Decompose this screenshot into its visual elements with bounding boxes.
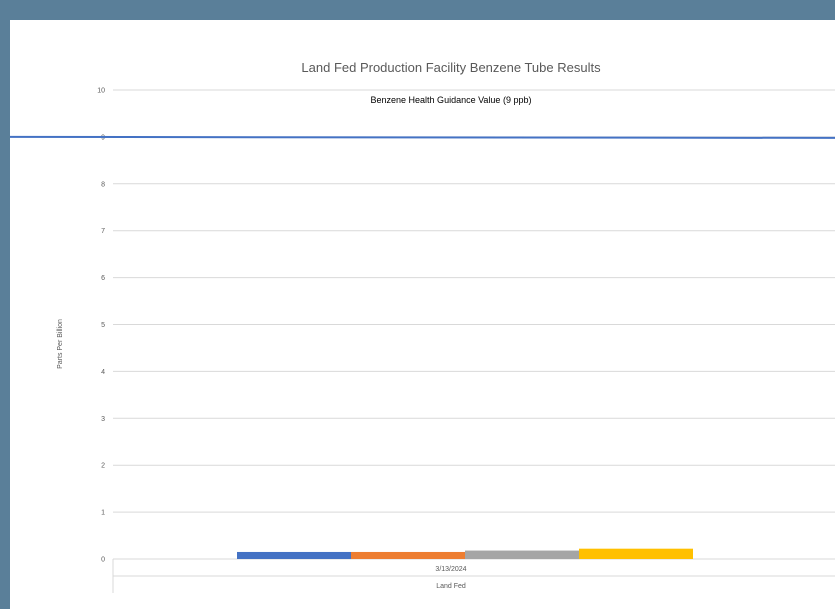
y-tick-6: 6	[101, 275, 105, 282]
y-axis-title: Parts Per Billion	[57, 319, 64, 369]
x-axis	[112, 559, 835, 593]
x-category-date: 3/13/2024	[435, 566, 466, 573]
y-tick-3: 3	[101, 416, 105, 423]
y-tick-7: 7	[101, 228, 105, 235]
y-tick-4: 4	[101, 369, 105, 376]
bar-series-1	[237, 551, 351, 559]
bar-series-4	[579, 548, 693, 559]
bar-series-3	[465, 550, 579, 559]
y-tick-0: 0	[101, 557, 105, 564]
bar-series-2	[351, 551, 465, 559]
guidance-line	[10, 135, 835, 139]
y-tick-2: 2	[101, 463, 105, 470]
y-tick-8: 8	[101, 181, 105, 188]
y-tick-1: 1	[101, 510, 105, 517]
chart-panel: Land Fed Production Facility Benzene Tub…	[10, 20, 835, 609]
y-tick-10: 10	[97, 88, 105, 95]
y-tick-5: 5	[101, 322, 105, 329]
chart-title: Land Fed Production Facility Benzene Tub…	[301, 60, 601, 75]
benzene-chart: Land Fed Production Facility Benzene Tub…	[10, 60, 835, 593]
guidance-line-label: Benzene Health Guidance Value (9 ppb)	[371, 95, 532, 105]
x-category-site: Land Fed	[436, 583, 466, 590]
gridlines	[113, 89, 835, 560]
bars	[237, 548, 693, 559]
y-tick-labels: 012345678910	[97, 88, 105, 564]
